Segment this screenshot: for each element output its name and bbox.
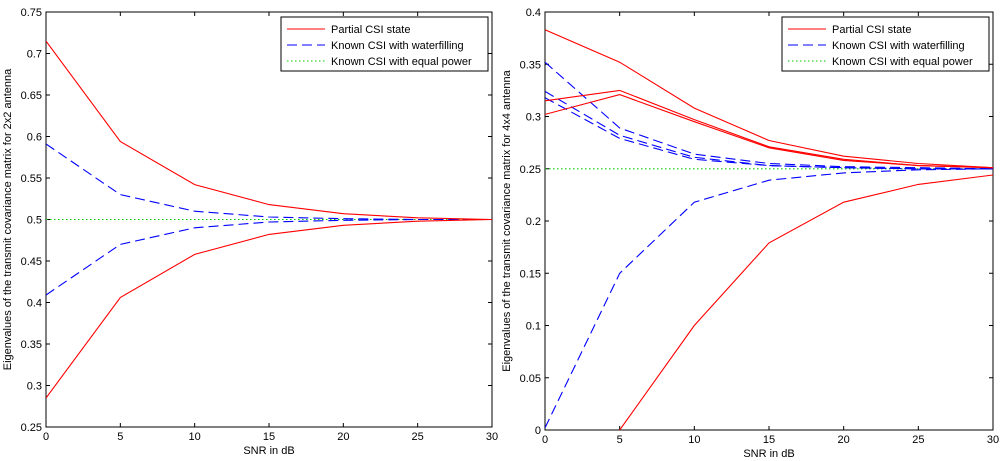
legend-box <box>781 16 990 72</box>
y-tick-label: 0.55 <box>21 173 42 185</box>
series-group <box>46 40 492 399</box>
chart-1: 0 5 10 15 20 25 30 0.25 0.3 0.35 0.4 0.45 0.5 0.55 0.6… <box>2 7 498 457</box>
y-tick-label: 0.45 <box>21 256 42 268</box>
x-axis-label: SNR in dB <box>243 445 294 457</box>
legend-label-partial-csi: Partial CSI state <box>832 24 911 36</box>
x-tick-label: 25 <box>912 434 924 446</box>
series-line-partial-csi-1 <box>545 29 993 169</box>
legend: Partial CSI state Known CSI with waterfil… <box>781 16 990 72</box>
y-tick-label: 0.4 <box>27 298 42 310</box>
y-tick-label: 0.5 <box>27 215 42 227</box>
legend-label-equal-power: Known CSI with equal power <box>832 56 973 68</box>
x-tick-label: 5 <box>617 434 623 446</box>
x-tick-label: 30 <box>486 431 498 443</box>
x-tick-label: 0 <box>542 434 548 446</box>
legend-label-equal-power: Known CSI with equal power <box>331 56 472 68</box>
y-tick-label: 0 <box>535 425 541 437</box>
y-tick-label: 0.05 <box>520 373 541 385</box>
x-tick-label: 20 <box>337 431 349 443</box>
series-line-partial-csi-1 <box>46 40 492 221</box>
y-axis-label: Eigenvalues of the transmit covariance m… <box>501 69 513 371</box>
y-tick-label: 0.3 <box>526 112 541 124</box>
y-tick-label: 0.4 <box>526 7 541 19</box>
y-tick-label: 0.15 <box>520 268 541 280</box>
y-tick-label: 0.6 <box>27 132 42 144</box>
y-tick-label: 0.3 <box>27 381 42 393</box>
y-tick-label: 0.25 <box>520 164 541 176</box>
series-line-waterfilling-7 <box>545 97 993 170</box>
series-line-partial-csi-2 <box>545 89 993 169</box>
y-tick-label: 0.1 <box>526 321 541 333</box>
series-line-partial-csi-3 <box>545 94 993 169</box>
series-line-partial-csi-2 <box>46 218 492 399</box>
series-line-partial-csi-4 <box>619 174 993 430</box>
y-axis-label: Eigenvalues of the transmit covariance m… <box>2 68 14 370</box>
legend-label-waterfilling: Known CSI with waterfilling <box>832 40 965 52</box>
y-tick-label: 0.75 <box>21 7 42 19</box>
series-line-waterfilling-3 <box>46 143 492 221</box>
legend-label-waterfilling: Known CSI with waterfilling <box>331 40 464 52</box>
y-tick-label: 0.65 <box>21 90 42 102</box>
x-tick-label: 25 <box>412 431 424 443</box>
series-line-waterfilling-4 <box>46 218 492 296</box>
x-tick-label: 20 <box>838 434 850 446</box>
series-line-waterfilling-5 <box>545 61 993 170</box>
series-group <box>545 29 993 430</box>
chart-2: 0 5 10 15 20 25 30 0 0.05 0.1 0.15 0.2 0.25 0.3 0.35 0.… <box>501 7 999 460</box>
series-line-waterfilling-6 <box>545 90 993 170</box>
legend: Partial CSI state Known CSI with waterfil… <box>280 16 489 72</box>
y-tick-label: 0.35 <box>520 59 541 71</box>
y-tick-label: 0.2 <box>526 216 541 228</box>
x-tick-label: 15 <box>763 434 775 446</box>
x-tick-label: 15 <box>263 431 275 443</box>
plot-area <box>544 11 994 431</box>
series-line-waterfilling-8 <box>545 168 993 429</box>
legend-box <box>280 16 489 72</box>
x-tick-label: 5 <box>117 431 123 443</box>
y-tick-label: 0.25 <box>21 422 42 434</box>
x-tick-label: 0 <box>43 431 49 443</box>
x-tick-label: 10 <box>688 434 700 446</box>
x-axis-label: SNR in dB <box>743 448 794 460</box>
x-tick-label: 30 <box>987 434 999 446</box>
y-tick-label: 0.7 <box>27 49 42 61</box>
legend-label-partial-csi: Partial CSI state <box>331 24 410 36</box>
y-tick-label: 0.35 <box>21 339 42 351</box>
x-tick-label: 10 <box>189 431 201 443</box>
